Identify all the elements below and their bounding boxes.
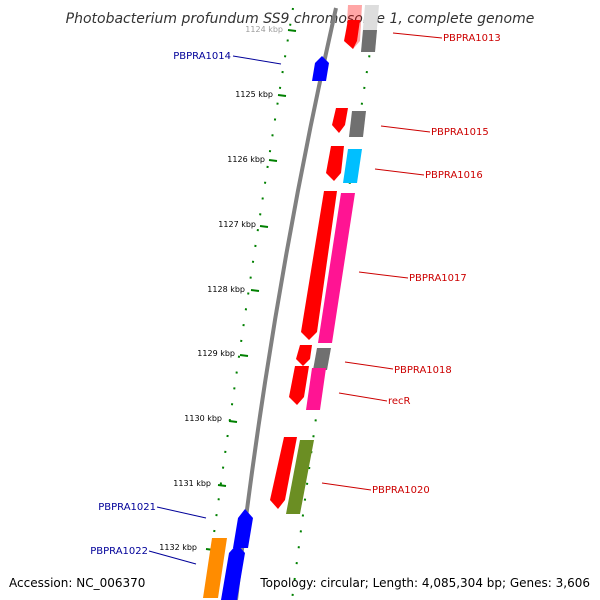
gene-label-pbpra1021[interactable]: PBPRA1021 [98,502,156,513]
gene-label-pbpra1014[interactable]: PBPRA1014 [173,51,231,62]
tick-mark [268,159,278,162]
gene-pbpra1013-gray-box[interactable] [361,30,377,52]
gene-label-pbpra1022[interactable]: PBPRA1022 [90,546,148,557]
connector-pbpra1013 [392,32,443,39]
gene-labels: PBPRA1013 PBPRA1014 PBPRA1015 PBPRA1016 … [90,33,501,557]
tick-mark [277,94,287,97]
gene-pbpra1015-gray-box[interactable] [349,111,366,137]
gene-pbpra1018-gray-box[interactable] [313,348,331,370]
connector-pbpra1018 [344,361,394,370]
gene-label-pbpra1020[interactable]: PBPRA1020 [372,485,430,496]
outer-track-dots [291,7,378,600]
connector-pbpra1021 [156,506,207,519]
gene-recr-arrow[interactable] [289,366,309,405]
connector-pbpra1015 [380,125,431,133]
connector-pbpra1017 [358,271,409,279]
gene-pbpra1022-orange-box[interactable] [203,538,227,598]
gene-label-pbpra1016[interactable]: PBPRA1016 [425,170,483,181]
gene-pbpra1022-arrow[interactable] [221,544,245,600]
gene-pbpra1016-cyan-box[interactable] [343,149,362,183]
tick-label: 1125 kbp [235,90,273,99]
tick-mark [217,484,227,487]
gene-pbpra1014-arrow[interactable] [312,56,329,81]
connector-pbpra1022 [148,550,197,565]
tick-label: 1130 kbp [184,414,222,423]
topology-text: Topology: circular; Length: 4,085,304 bp… [259,576,590,590]
gene-pbpra1016-arrow[interactable] [326,146,344,181]
connector-pbpra1014 [232,55,282,65]
tick-mark [250,289,260,292]
gene-pbpra1017-pink-box[interactable] [318,193,355,343]
label-connectors [148,32,443,565]
gene-pbpra1018-arrow[interactable] [296,345,312,366]
gene-pbpra1021-arrow[interactable] [233,509,253,548]
tick-mark [239,354,249,357]
tick-label: 1129 kbp [197,349,235,358]
gene-pbpra1020-olive-box[interactable] [286,440,314,514]
gene-label-pbpra1017[interactable]: PBPRA1017 [409,273,467,284]
connector-pbpra1016 [374,168,425,176]
gene-pbpra1017-arrow[interactable] [301,191,337,340]
gene-pbpra1013-arrow[interactable] [344,20,360,49]
gene-label-pbpra1018[interactable]: PBPRA1018 [394,365,452,376]
connector-pbpra1020 [321,482,372,491]
map-title: Photobacterium profundum SS9 chromosome … [66,11,535,27]
connector-recr [338,392,388,402]
tick-mark [228,420,238,423]
tick-label: 1126 kbp [227,155,265,164]
tick-label: 1132 kbp [159,543,197,552]
tick-group: 1124 kbp 1125 kbp 1126 kbp 1127 kbp 1128… [159,25,297,552]
tick-mark [287,29,297,32]
gene-pbpra1015-arrow[interactable] [332,108,348,133]
gene-label-pbpra1015[interactable]: PBPRA1015 [431,127,489,138]
gene-features [203,5,379,600]
gene-recr-pink-box[interactable] [306,368,326,410]
tick-label: 1128 kbp [207,285,245,294]
tick-mark [259,225,269,228]
gene-label-recr[interactable]: recR [388,396,411,407]
gene-label-pbpra1013[interactable]: PBPRA1013 [443,33,501,44]
gene-pbpra1020-arrow[interactable] [270,437,297,509]
tick-label: 1127 kbp [218,220,256,229]
accession-text: Accession: NC_006370 [9,576,145,590]
tick-label: 1124 kbp [245,25,283,34]
tick-label: 1131 kbp [173,479,211,488]
